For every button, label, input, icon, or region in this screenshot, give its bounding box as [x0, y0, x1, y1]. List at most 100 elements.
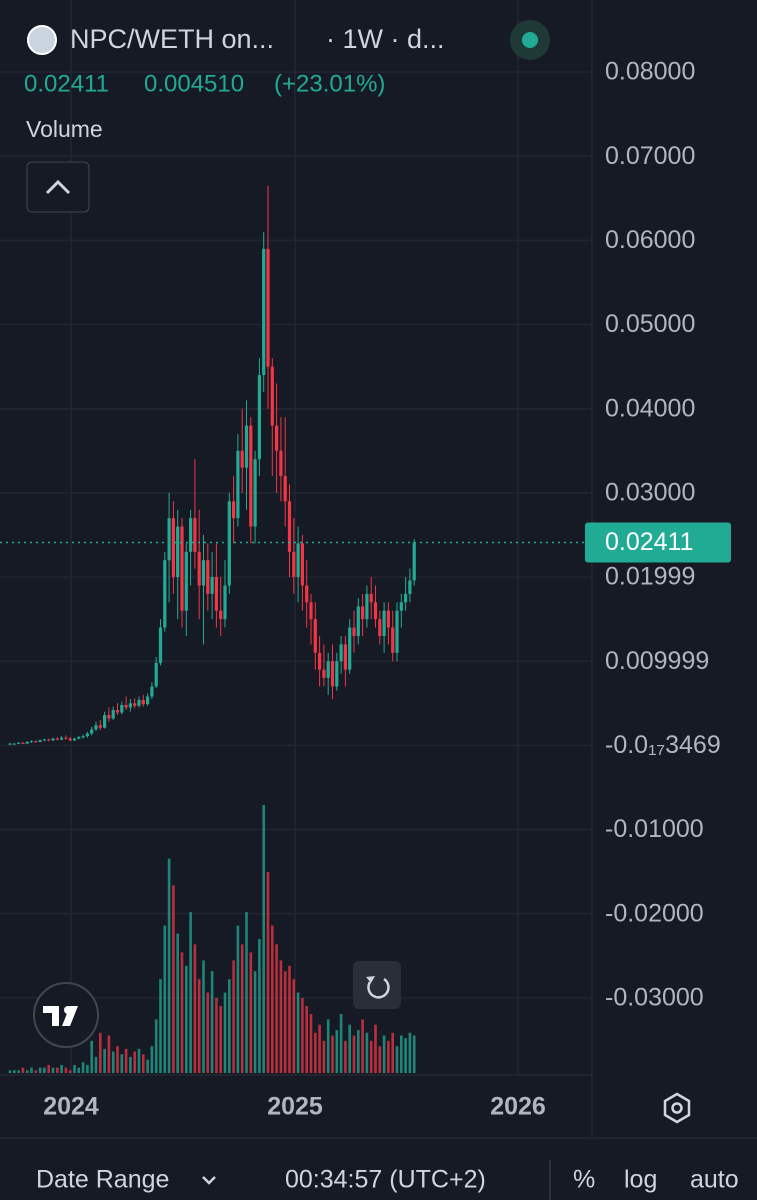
volume-bar [357, 1030, 360, 1073]
candle-body [214, 577, 218, 611]
volume-bar [249, 952, 253, 1073]
change-pct: (+23.01%) [274, 70, 385, 97]
log-toggle[interactable]: log [624, 1166, 657, 1194]
candle-body [369, 593, 373, 603]
percent-toggle[interactable]: % [573, 1166, 595, 1194]
candle-body [98, 725, 102, 728]
candle-body [150, 686, 154, 697]
candle-body [146, 696, 150, 705]
candle-body [184, 551, 188, 611]
candle-body [120, 704, 124, 713]
volume-bar [339, 1014, 343, 1073]
volume-bar [395, 1046, 399, 1073]
volume-bar [116, 1046, 119, 1073]
candle-body [348, 627, 352, 670]
volume-bar [258, 939, 261, 1073]
symbol[interactable]: NPC/WETH on... [70, 24, 274, 54]
candle-body [81, 736, 85, 738]
volume-bar [240, 944, 244, 1073]
candle-body [270, 366, 274, 426]
volume-bar [185, 965, 188, 1073]
collapse-icon [45, 179, 71, 195]
auto-toggle[interactable]: auto [690, 1166, 739, 1194]
volume-bar [47, 1064, 50, 1073]
candle-body [197, 551, 201, 586]
date-range-caret [202, 1176, 216, 1185]
candle-body [378, 619, 382, 636]
candle-body [257, 375, 261, 460]
y-tick-label: 0.06000 [605, 226, 695, 254]
settings-button[interactable] [663, 1092, 691, 1124]
volume-bar [292, 979, 296, 1073]
candle-body [85, 733, 89, 737]
volume-bar [253, 971, 257, 1073]
candle-body [356, 606, 360, 636]
candle-body [171, 518, 175, 578]
volume-bar [150, 1046, 154, 1073]
candle-body [38, 740, 42, 742]
candle-body [262, 248, 266, 376]
volume-bar [34, 1070, 38, 1073]
collapse-button[interactable] [26, 161, 90, 213]
candle-body [115, 710, 120, 713]
candle-body [283, 476, 287, 502]
volume-bar [232, 960, 235, 1073]
volume-label: Volume [26, 116, 103, 142]
candle-body [330, 661, 335, 687]
date-range[interactable]: Date Range [36, 1166, 169, 1194]
candle-body [21, 742, 25, 744]
clock[interactable]: 00:34:57 (UTC+2) [285, 1166, 486, 1194]
volume-bar [73, 1064, 76, 1073]
candle-body [163, 560, 167, 628]
candle-body [189, 518, 193, 552]
volume-bar [404, 1038, 407, 1073]
reset-button[interactable] [353, 961, 401, 1009]
settings-icon [671, 1102, 683, 1114]
candle-body [68, 738, 72, 741]
volume-bar [296, 992, 300, 1073]
volume-bar [301, 997, 304, 1073]
candle-body [12, 743, 16, 745]
y-tick-label: 0.03000 [605, 479, 695, 507]
candle-body [318, 652, 322, 670]
candle-body [124, 704, 128, 708]
volume-bar [167, 858, 171, 1073]
candle-body [408, 580, 412, 594]
volume-bar [387, 1040, 390, 1073]
candle-body [404, 593, 408, 603]
candle-body [361, 606, 365, 620]
candle-body [236, 450, 240, 519]
volume-bar [189, 912, 192, 1073]
candle-body [219, 610, 223, 620]
volume-bar [8, 1070, 12, 1073]
volume-bar [103, 1048, 106, 1073]
interval[interactable]: · 1W · d... [326, 24, 445, 54]
volume-bar [13, 1070, 16, 1073]
volume-bar [412, 1035, 416, 1073]
volume-bar [129, 1056, 132, 1073]
volume-bar [309, 1014, 313, 1073]
volume-bar [378, 1046, 382, 1073]
volume-bar [344, 1040, 347, 1073]
candle-body [386, 610, 390, 628]
y-tick-label: -0.02000 [605, 899, 704, 927]
candle-body [167, 518, 171, 561]
volume-bar [17, 1070, 20, 1073]
volume-bar [322, 1040, 326, 1073]
volume-bar [193, 944, 197, 1073]
volume-bar [133, 1051, 136, 1073]
volume-bar [25, 1070, 29, 1073]
candle-body [223, 585, 227, 620]
volume-bar [374, 1024, 377, 1073]
candle-body [193, 518, 197, 552]
volume-bar [283, 971, 287, 1073]
candle-body [391, 627, 395, 653]
candle-body [201, 560, 206, 586]
volume-bar [266, 872, 270, 1073]
tv-logo[interactable] [33, 982, 99, 1048]
candle-body [94, 725, 98, 730]
volume-bar [107, 1035, 111, 1073]
y-tick-label: -0.01000 [605, 815, 704, 843]
candle-body [227, 501, 231, 586]
